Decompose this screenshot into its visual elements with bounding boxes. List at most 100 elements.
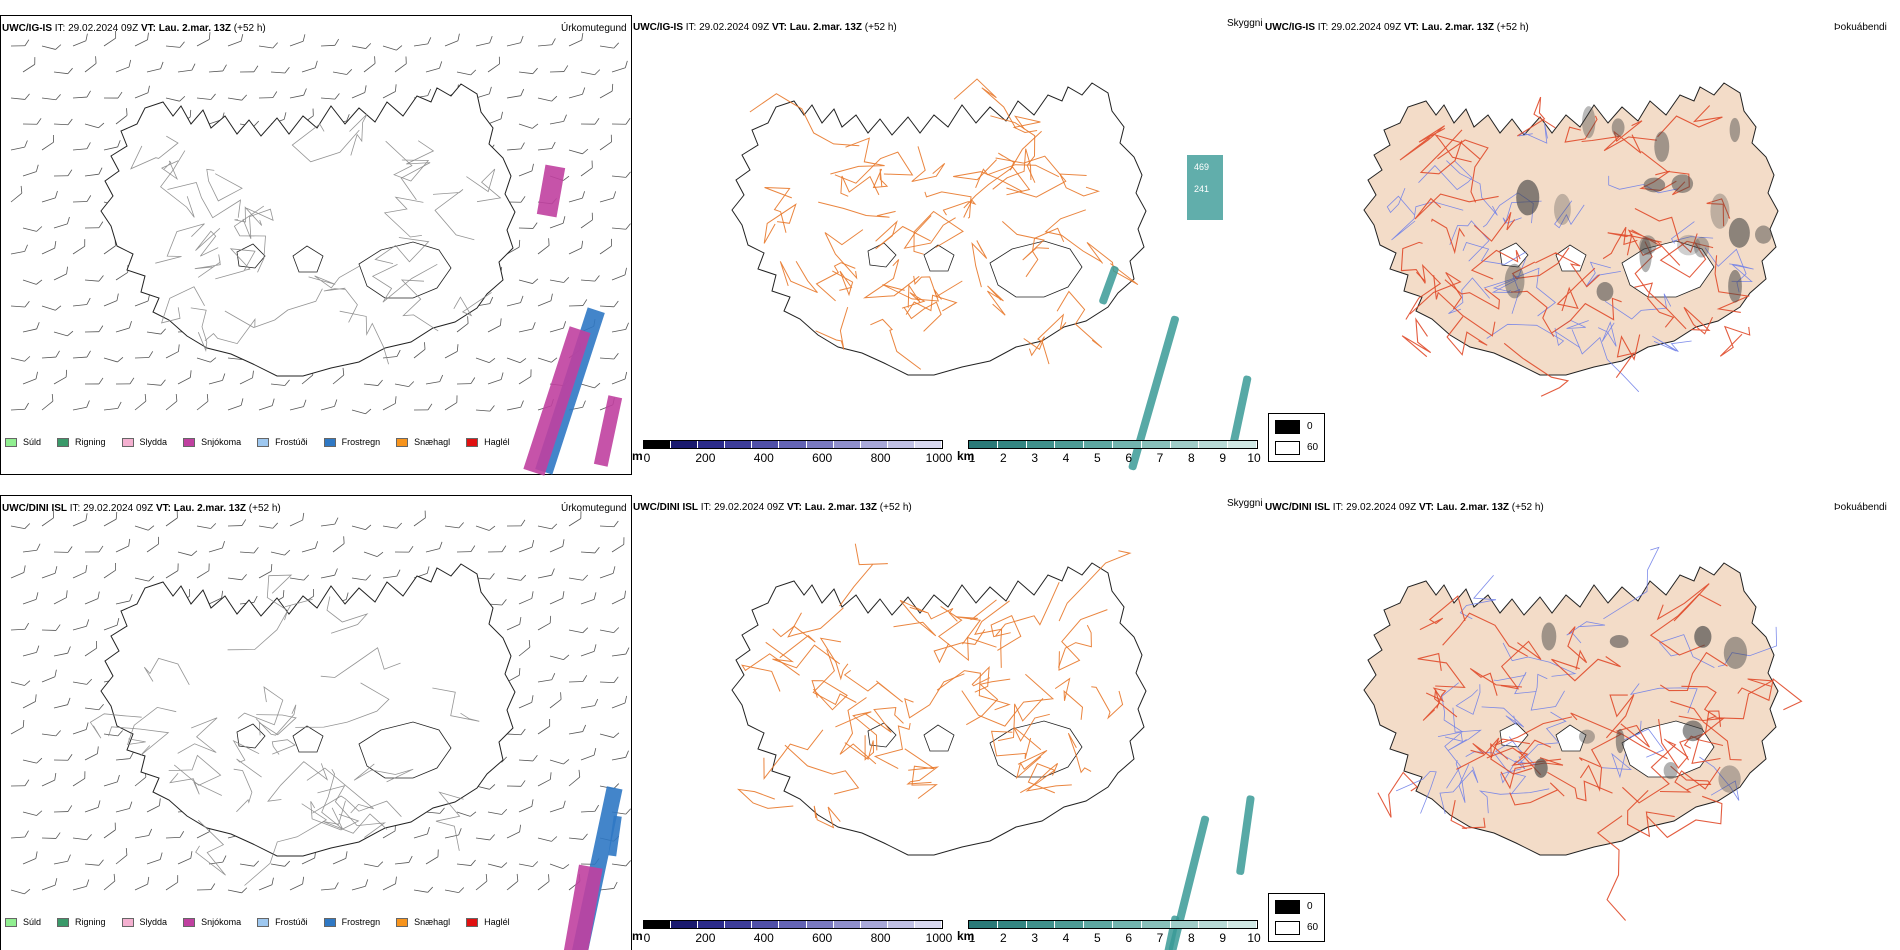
fog-scale-dark-swatch xyxy=(1275,420,1300,434)
precip-band-2 xyxy=(593,395,623,467)
colorbar-segment xyxy=(1141,441,1171,448)
vt-label: VT: xyxy=(1403,22,1419,33)
legend-item: Frostregn xyxy=(323,437,380,447)
fog-scale-light-label: 60 xyxy=(1307,442,1319,453)
legend-item: Frostúði xyxy=(257,917,308,927)
precip-band-2 xyxy=(608,815,622,857)
legend-swatch xyxy=(257,437,270,447)
legend-item: Rigning xyxy=(57,437,106,447)
colorbar-segment xyxy=(833,441,861,448)
fog-indicator-panel-row-1: UWC/IG-IS IT: 29.02.2024 09Z VT: Lau. 2.… xyxy=(1264,15,1896,475)
vt-label: VT: xyxy=(771,22,787,33)
panel-title: UWC/DINI ISL IT: 29.02.2024 09Z VT: Lau.… xyxy=(633,502,912,513)
colorbar-tick-label: 1000 xyxy=(925,931,953,945)
lead-time: (+52 h) xyxy=(864,22,897,33)
fog-indicator-label: Þokuábendi xyxy=(1834,22,1887,33)
vt-value: Lau. 2.mar. 13Z xyxy=(1436,502,1510,513)
colorbar-tick-label: 5 xyxy=(1093,451,1101,465)
legend-item: Haglél xyxy=(466,437,510,447)
panel-title: UWC/DINI ISL IT: 29.02.2024 09Z VT: Lau.… xyxy=(1265,502,1544,513)
visibility-annotation: 241 xyxy=(1194,184,1209,194)
colorbar-segment xyxy=(1026,441,1056,448)
colorbar-tick-label: 6 xyxy=(1125,451,1132,465)
fog-indicator-map xyxy=(1363,82,1779,397)
fog-scale-dark-label: 0 xyxy=(1307,421,1313,432)
colorbar-unit: m xyxy=(632,929,643,943)
colorbar-segment xyxy=(997,441,1027,448)
colorbar-segment xyxy=(1084,441,1113,448)
fog-scale-light-swatch xyxy=(1275,441,1300,455)
colorbar-tick-label: 9 xyxy=(1219,451,1226,465)
colorbar-tick-label: 5 xyxy=(1093,931,1101,945)
it-value: 29.02.2024 09Z xyxy=(1346,502,1417,513)
model-name: UWC/IG-IS xyxy=(2,23,52,34)
visibility-panel-row-1: 469 241 UWC/IG-IS IT: 29.02.2024 09Z VT: … xyxy=(632,15,1264,475)
precip-band-1 xyxy=(523,326,591,476)
colorbar-segment xyxy=(644,921,672,928)
colorbar-segment xyxy=(1170,441,1200,448)
colorbar-segment xyxy=(752,921,780,928)
colorbar-segment xyxy=(1112,441,1142,448)
colorbar-tick-label: 800 xyxy=(870,451,891,465)
vt-value: Lau. 2.mar. 13Z xyxy=(158,23,232,34)
model-name: UWC/IG-IS xyxy=(1265,22,1315,33)
precip-type-panel-row-1: UWC/IG-IS IT: 29.02.2024 09Z VT: Lau. 2.… xyxy=(0,15,632,476)
legend-item: Súld xyxy=(5,437,41,447)
fog-scale-legend: 0 60 xyxy=(1268,413,1325,462)
colorbar-tick-label: 3 xyxy=(1031,931,1038,945)
legend-label: Rigning xyxy=(75,917,106,927)
visibility-annotation: 469 xyxy=(1194,162,1209,172)
elevation-colorbar: m 0 200 400 600 800 1000 xyxy=(632,440,952,470)
legend-item: Frostúði xyxy=(257,437,308,447)
legend-label: Snjókoma xyxy=(201,917,242,927)
it-label: IT: xyxy=(1317,22,1329,33)
vt-label: VT: xyxy=(155,503,171,514)
legend-label: Slydda xyxy=(139,437,168,447)
colorbar-tick-label: 1000 xyxy=(925,451,953,465)
precip-type-map xyxy=(10,510,631,950)
colorbar-tick-label: 7 xyxy=(1156,931,1164,945)
colorbar-segment xyxy=(1084,921,1113,928)
legend-label: Súld xyxy=(23,437,42,447)
legend-swatch xyxy=(396,917,409,927)
model-name: UWC/DINI ISL xyxy=(633,502,698,513)
colorbar-segment xyxy=(1026,921,1056,928)
precip-type-panel-row-2: UWC/DINI ISL IT: 29.02.2024 09Z VT: Lau.… xyxy=(0,495,632,950)
visibility-colorbar: km 1 2 3 4 5 6 7 8 9 10 xyxy=(957,440,1261,470)
colorbar-segment xyxy=(698,921,726,928)
colorbar-tick-label: 4 xyxy=(1062,451,1070,465)
panel-title: UWC/IG-IS IT: 29.02.2024 09Z VT: Lau. 2.… xyxy=(1265,22,1529,33)
it-value: 29.02.2024 09Z xyxy=(83,503,154,514)
visibility-label: Skyggni xyxy=(1227,498,1263,509)
colorbar-unit: m xyxy=(632,449,643,463)
colorbar-tick-label: 400 xyxy=(753,451,774,465)
colorbar-strip xyxy=(643,440,943,449)
colorbar-segment xyxy=(698,441,726,448)
fog-scale-light-label: 60 xyxy=(1307,922,1319,933)
vt-value: Lau. 2.mar. 13Z xyxy=(1421,22,1495,33)
precip-type-label: Úrkomutegund xyxy=(561,23,627,34)
legend-label: Frostregn xyxy=(341,917,381,927)
colorbar-segment xyxy=(1055,921,1085,928)
legend-item: Slydda xyxy=(121,437,168,447)
colorbar-ticks: 1 2 3 4 5 6 7 8 9 10 xyxy=(968,931,1261,947)
colorbar-segment xyxy=(779,441,807,448)
legend-label: Snæhagl xyxy=(414,437,451,447)
it-value: 29.02.2024 09Z xyxy=(68,23,139,34)
colorbar-ticks: 0 200 400 600 800 1000 xyxy=(643,451,953,467)
colorbar-segment xyxy=(806,441,834,448)
colorbar-segment xyxy=(752,441,780,448)
model-name: UWC/IG-IS xyxy=(633,22,683,33)
fog-scale-dark-swatch xyxy=(1275,900,1300,914)
fog-indicator-label: Þokuábendi xyxy=(1834,502,1887,513)
elevation-colorbar: m 0 200 400 600 800 1000 xyxy=(632,920,952,950)
colorbar-segment xyxy=(997,921,1027,928)
colorbar-tick-label: 8 xyxy=(1187,451,1195,465)
colorbar-segment xyxy=(671,921,699,928)
colorbar-tick-label: 9 xyxy=(1219,931,1226,945)
precip-band-1 xyxy=(563,864,603,950)
model-name: UWC/DINI ISL xyxy=(1265,502,1330,513)
precip-type-legend: Súld Rigning Slydda Snjókoma Frostúði Frostre… xyxy=(5,437,526,447)
colorbar-ticks: 0 200 400 600 800 1000 xyxy=(643,931,953,947)
